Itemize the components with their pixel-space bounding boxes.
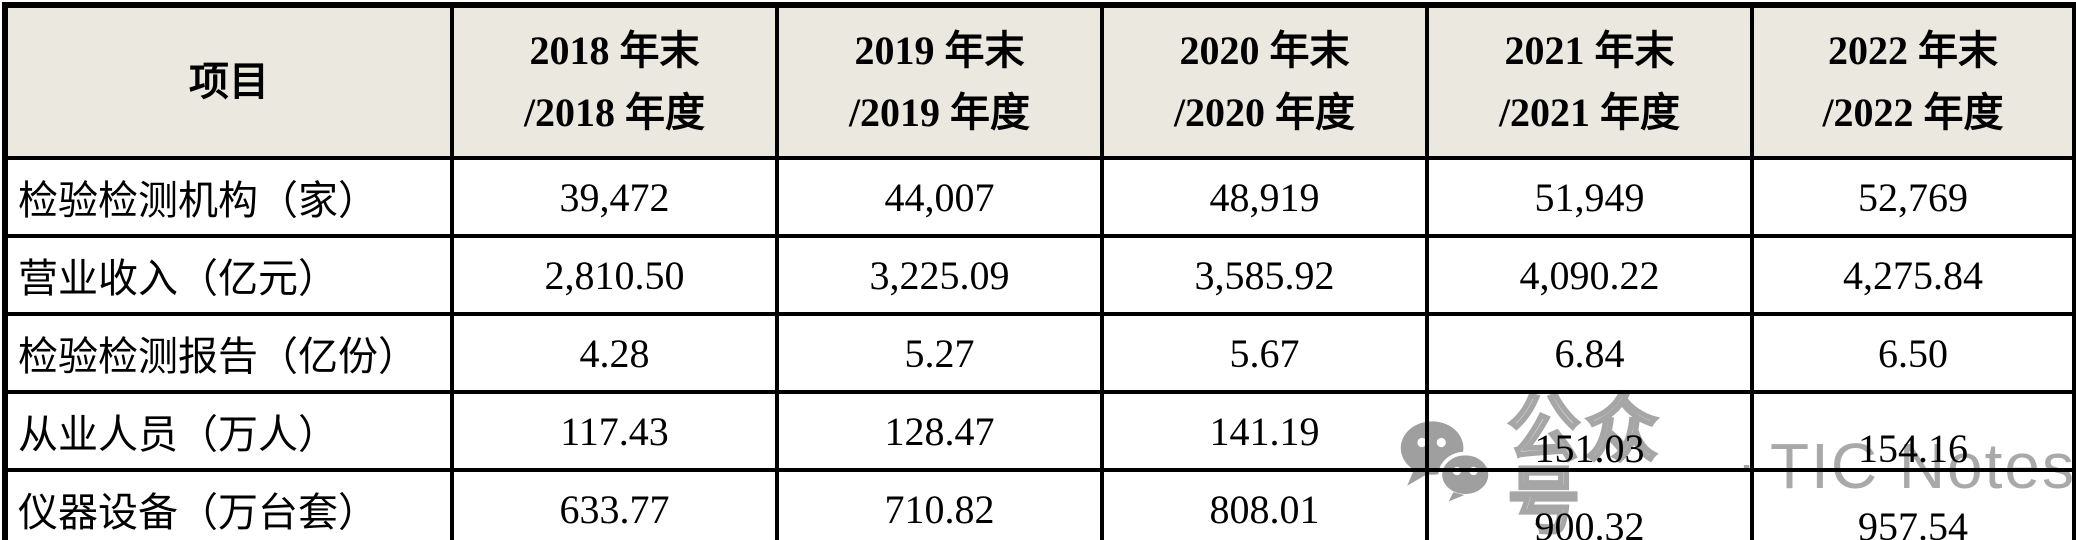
value-cell: 900.32 — [1425, 468, 1754, 540]
value-cell: 6.50 — [1750, 312, 2076, 394]
header-2018-line2: /2018 年度 — [523, 90, 706, 135]
value-text: 151.03 — [1534, 425, 1645, 471]
value-cell: 2,810.50 — [450, 234, 779, 316]
value-text: 154.16 — [1858, 425, 1968, 471]
row-label: 从业人员（万人） — [3, 390, 454, 472]
value-cell: 48,919 — [1100, 156, 1429, 238]
header-cell-2021: 2021 年末 /2021 年度 — [1425, 3, 1754, 160]
value-cell: 117.43 — [450, 390, 779, 472]
value-cell: 3,585.92 — [1100, 234, 1429, 316]
header-cell-item: 项目 — [3, 3, 454, 160]
value-cell: 154.16 — [1750, 390, 2076, 472]
value-text: 957.54 — [1858, 503, 1968, 540]
header-cell-2019: 2019 年末 /2019 年度 — [775, 3, 1104, 160]
table-row-reports: 检验检测报告（亿份） 4.28 5.27 5.67 6.84 6.50 — [3, 312, 2076, 394]
table-row-revenue: 营业收入（亿元） 2,810.50 3,225.09 3,585.92 4,09… — [3, 234, 2076, 316]
value-cell: 4.28 — [450, 312, 779, 394]
header-2020-line1: 2020 年末 — [1179, 28, 1350, 73]
header-2022-line1: 2022 年末 — [1828, 28, 1998, 73]
value-cell: 3,225.09 — [775, 234, 1104, 316]
value-cell: 633.77 — [450, 468, 779, 540]
value-cell: 51,949 — [1425, 156, 1754, 238]
value-cell: 5.67 — [1100, 312, 1429, 394]
value-cell: 808.01 — [1100, 468, 1429, 540]
value-cell: 4,275.84 — [1750, 234, 2076, 316]
value-cell: 44,007 — [775, 156, 1104, 238]
value-cell: 957.54 — [1750, 468, 2076, 540]
value-cell: 39,472 — [450, 156, 779, 238]
row-label: 仪器设备（万台套） — [3, 468, 454, 540]
value-cell: 6.84 — [1425, 312, 1754, 394]
table-row-institutions: 检验检测机构（家） 39,472 44,007 48,919 51,949 52… — [3, 156, 2076, 238]
header-row: 项目 2018 年末 /2018 年度 2019 年末 /2019 年度 202… — [3, 3, 2076, 160]
header-2018-line1: 2018 年末 — [529, 28, 700, 73]
value-text: 900.32 — [1534, 503, 1645, 540]
value-cell: 710.82 — [775, 468, 1104, 540]
value-cell: 5.27 — [775, 312, 1104, 394]
value-cell: 141.19 — [1100, 390, 1429, 472]
row-label: 检验检测报告（亿份） — [3, 312, 454, 394]
header-2019-line1: 2019 年末 — [854, 28, 1025, 73]
header-item-label: 项目 — [189, 59, 269, 104]
header-cell-2022: 2022 年末 /2022 年度 — [1750, 3, 2076, 160]
value-cell: 128.47 — [775, 390, 1104, 472]
header-2021-line1: 2021 年末 — [1504, 28, 1675, 73]
header-2019-line2: /2019 年度 — [848, 90, 1031, 135]
value-cell: 151.03 — [1425, 390, 1754, 472]
header-cell-2020: 2020 年末 /2020 年度 — [1100, 3, 1429, 160]
header-2022-line2: /2022 年度 — [1822, 90, 2004, 135]
header-2021-line2: /2021 年度 — [1498, 90, 1681, 135]
value-cell: 52,769 — [1750, 156, 2076, 238]
row-label: 检验检测机构（家） — [3, 156, 454, 238]
value-cell: 4,090.22 — [1425, 234, 1754, 316]
row-label: 营业收入（亿元） — [3, 234, 454, 316]
table-row-employees: 从业人员（万人） 117.43 128.47 141.19 151.03 154… — [3, 390, 2076, 472]
header-2020-line2: /2020 年度 — [1173, 90, 1356, 135]
table-row-instruments: 仪器设备（万台套） 633.77 710.82 808.01 900.32 95… — [3, 468, 2076, 540]
header-cell-2018: 2018 年末 /2018 年度 — [450, 3, 779, 160]
